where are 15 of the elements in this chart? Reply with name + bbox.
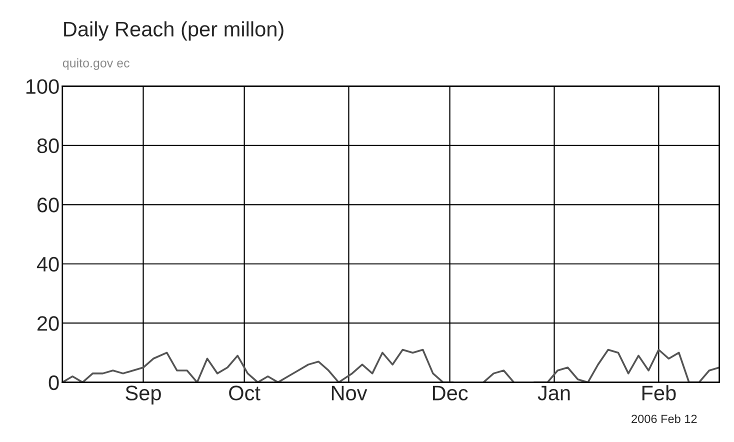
x-tick-label: Dec	[432, 386, 468, 400]
y-tick-label: 60	[38, 198, 59, 212]
chart-subtitle: quito.gov ec	[62, 58, 130, 70]
x-tick-label: Oct	[229, 386, 260, 400]
x-tick-label: Jan	[538, 386, 570, 400]
x-tick-label: Feb	[642, 385, 676, 400]
y-tick-label: 80	[37, 138, 59, 154]
x-tick-label: Sep	[126, 386, 161, 405]
y-tick-label: 100	[26, 79, 59, 94]
x-tick-label: Nov	[332, 386, 368, 400]
y-tick-label: 20	[37, 316, 59, 331]
y-tick-label: 0	[48, 375, 59, 390]
chart-title: Daily Reach (per millon)	[64, 21, 284, 41]
y-tick-label: 40	[36, 256, 59, 272]
text: 2006 Feb 12	[632, 414, 697, 424]
